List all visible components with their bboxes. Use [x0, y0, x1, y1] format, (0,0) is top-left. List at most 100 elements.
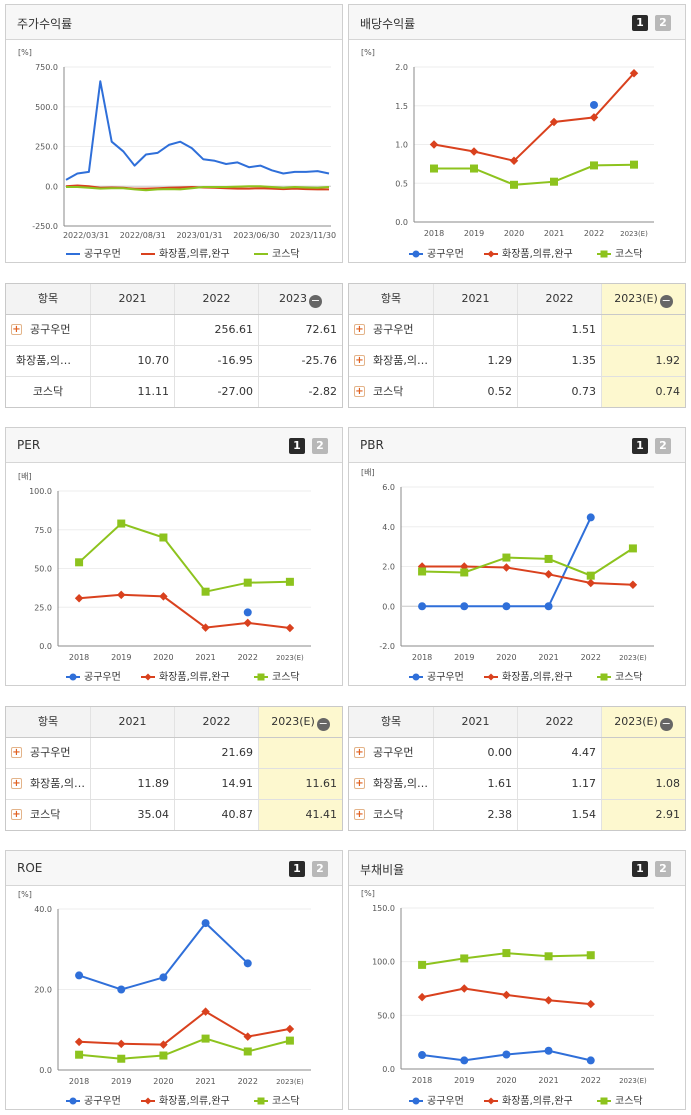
collapse-icon[interactable]: −	[659, 294, 673, 308]
row-label[interactable]: + 공구우먼	[349, 738, 434, 768]
header-col: 2023(E) −	[259, 707, 342, 737]
legend-marker	[144, 673, 152, 681]
expand-icon[interactable]: +	[11, 778, 22, 789]
tab-2-button[interactable]: 2	[655, 438, 671, 454]
x-tick-label: 2020	[504, 229, 524, 238]
table-row: + 코스닥 0.52 0.73 0.74	[349, 377, 685, 407]
table-row: + 화장품,의… 1.29 1.35 1.92	[349, 346, 685, 377]
x-tick-label: 2018	[412, 1076, 432, 1085]
header-col: 2021	[91, 284, 175, 314]
data-point-square	[117, 1054, 126, 1063]
row-label[interactable]: + 화장품,의…	[349, 346, 434, 376]
tab-2-button[interactable]: 2	[312, 438, 328, 454]
series-line-2	[79, 593, 291, 629]
data-point-diamond	[159, 1040, 168, 1049]
legend-marker	[257, 673, 265, 681]
legend-marker	[412, 250, 420, 258]
legend-marker	[412, 673, 420, 681]
x-tick-label: 2023(E)	[276, 654, 304, 662]
row-label[interactable]: + 공구우먼	[6, 315, 91, 345]
legend-label: 코스닥	[272, 248, 300, 260]
data-point-square	[502, 553, 511, 562]
x-tick-label: 2022	[584, 229, 604, 238]
row-label[interactable]: + 공구우먼	[6, 738, 91, 768]
row-label[interactable]: + 화장품,의…	[349, 769, 434, 799]
legend-label: 코스닥	[615, 671, 643, 683]
data-point-diamond	[544, 570, 553, 579]
row-label-text: 공구우먼	[373, 323, 414, 336]
data-point-square	[159, 533, 168, 542]
panel-title: ROE	[17, 861, 43, 875]
y-tick-label: 0.0	[39, 642, 52, 651]
legend-label: 화장품,의류,완구	[159, 671, 230, 683]
panel-header: PBR 1 2	[349, 428, 685, 463]
x-tick-label: 2021	[538, 1076, 558, 1085]
per-table: 항목 2021 2022 2023(E) − + 공구우먼 21.69 + 화장품,의…	[5, 706, 343, 831]
tab-2-button[interactable]: 2	[312, 861, 328, 877]
expand-icon[interactable]: +	[354, 324, 365, 335]
panel-title: PER	[17, 438, 41, 452]
x-tick-label: 2023/01/31	[176, 231, 222, 240]
tab-1-button[interactable]: 1	[289, 438, 305, 454]
table-cell	[602, 738, 685, 768]
tab-2-button[interactable]: 2	[655, 861, 671, 877]
data-point-diamond	[74, 1037, 84, 1047]
data-point-circle	[502, 602, 511, 611]
tab-1-button[interactable]: 1	[289, 861, 305, 877]
data-point-square	[285, 577, 294, 586]
expand-icon[interactable]: +	[11, 809, 22, 820]
expand-icon[interactable]: +	[354, 747, 365, 758]
header-col: 2023(E) −	[602, 284, 685, 314]
row-label[interactable]: + 공구우먼	[349, 315, 434, 345]
tab-2-button[interactable]: 2	[655, 15, 671, 31]
expand-icon[interactable]: +	[354, 386, 365, 397]
header-col-label: 2023(E)	[614, 292, 658, 305]
data-point-square	[418, 567, 427, 576]
x-tick-label: 2022/03/31	[63, 231, 109, 240]
y-unit-label: [%]	[361, 48, 375, 57]
collapse-icon[interactable]: −	[659, 717, 673, 731]
x-tick-label: 2022	[581, 1076, 601, 1085]
table-cell: 11.89	[91, 769, 175, 799]
y-tick-label: 0.5	[395, 179, 408, 188]
row-label-text: 공구우먼	[30, 323, 71, 336]
series-line-2	[422, 565, 633, 586]
data-point-diamond	[201, 1007, 210, 1016]
table-header-row: 항목 2021 2022 2023(E) −	[6, 707, 342, 738]
data-point-square	[586, 951, 595, 960]
y-tick-label: 25.0	[34, 603, 52, 612]
collapse-icon[interactable]: −	[309, 294, 322, 308]
data-point-square	[502, 949, 511, 958]
table-row: + 공구우먼 21.69	[6, 738, 342, 769]
tab-1-button[interactable]: 1	[632, 15, 648, 31]
x-tick-label: 2023(E)	[276, 1078, 304, 1086]
x-tick-label: 2018	[412, 653, 432, 662]
tab-1-button[interactable]: 1	[632, 438, 648, 454]
row-label[interactable]: + 화장품,의…	[6, 769, 91, 799]
x-tick-label: 2020	[496, 1076, 516, 1085]
expand-icon[interactable]: +	[354, 355, 365, 366]
collapse-icon[interactable]: −	[316, 717, 330, 731]
header-item: 항목	[349, 707, 434, 737]
expand-icon[interactable]: +	[11, 324, 22, 335]
per-chart: [배] 100.0 75.0 50.0 25.0 0.0 2018 2019 2020 2021 2…	[18, 472, 311, 683]
tab-1-button[interactable]: 1	[632, 861, 648, 877]
table-cell: 14.91	[175, 769, 259, 799]
row-label[interactable]: + 코스닥	[349, 800, 434, 830]
expand-icon[interactable]: +	[354, 809, 365, 820]
x-tick-label: 2023/06/30	[233, 231, 279, 240]
data-point-diamond	[417, 992, 427, 1002]
table-cell: -27.00	[175, 377, 259, 407]
expand-icon[interactable]: +	[11, 747, 22, 758]
x-tick-label: 2023(E)	[620, 230, 648, 238]
row-label[interactable]: + 코스닥	[6, 800, 91, 830]
legend-label: 공구우먼	[427, 1095, 464, 1107]
data-point-circle	[201, 919, 210, 928]
table-cell: 1.61	[434, 769, 518, 799]
x-tick-label: 2018	[69, 653, 89, 662]
expand-icon[interactable]: +	[354, 778, 365, 789]
series-line-3	[422, 547, 634, 577]
table-cell: 1.92	[602, 346, 685, 376]
header-col-label: 2023(E)	[614, 715, 658, 728]
row-label[interactable]: + 코스닥	[349, 377, 434, 407]
